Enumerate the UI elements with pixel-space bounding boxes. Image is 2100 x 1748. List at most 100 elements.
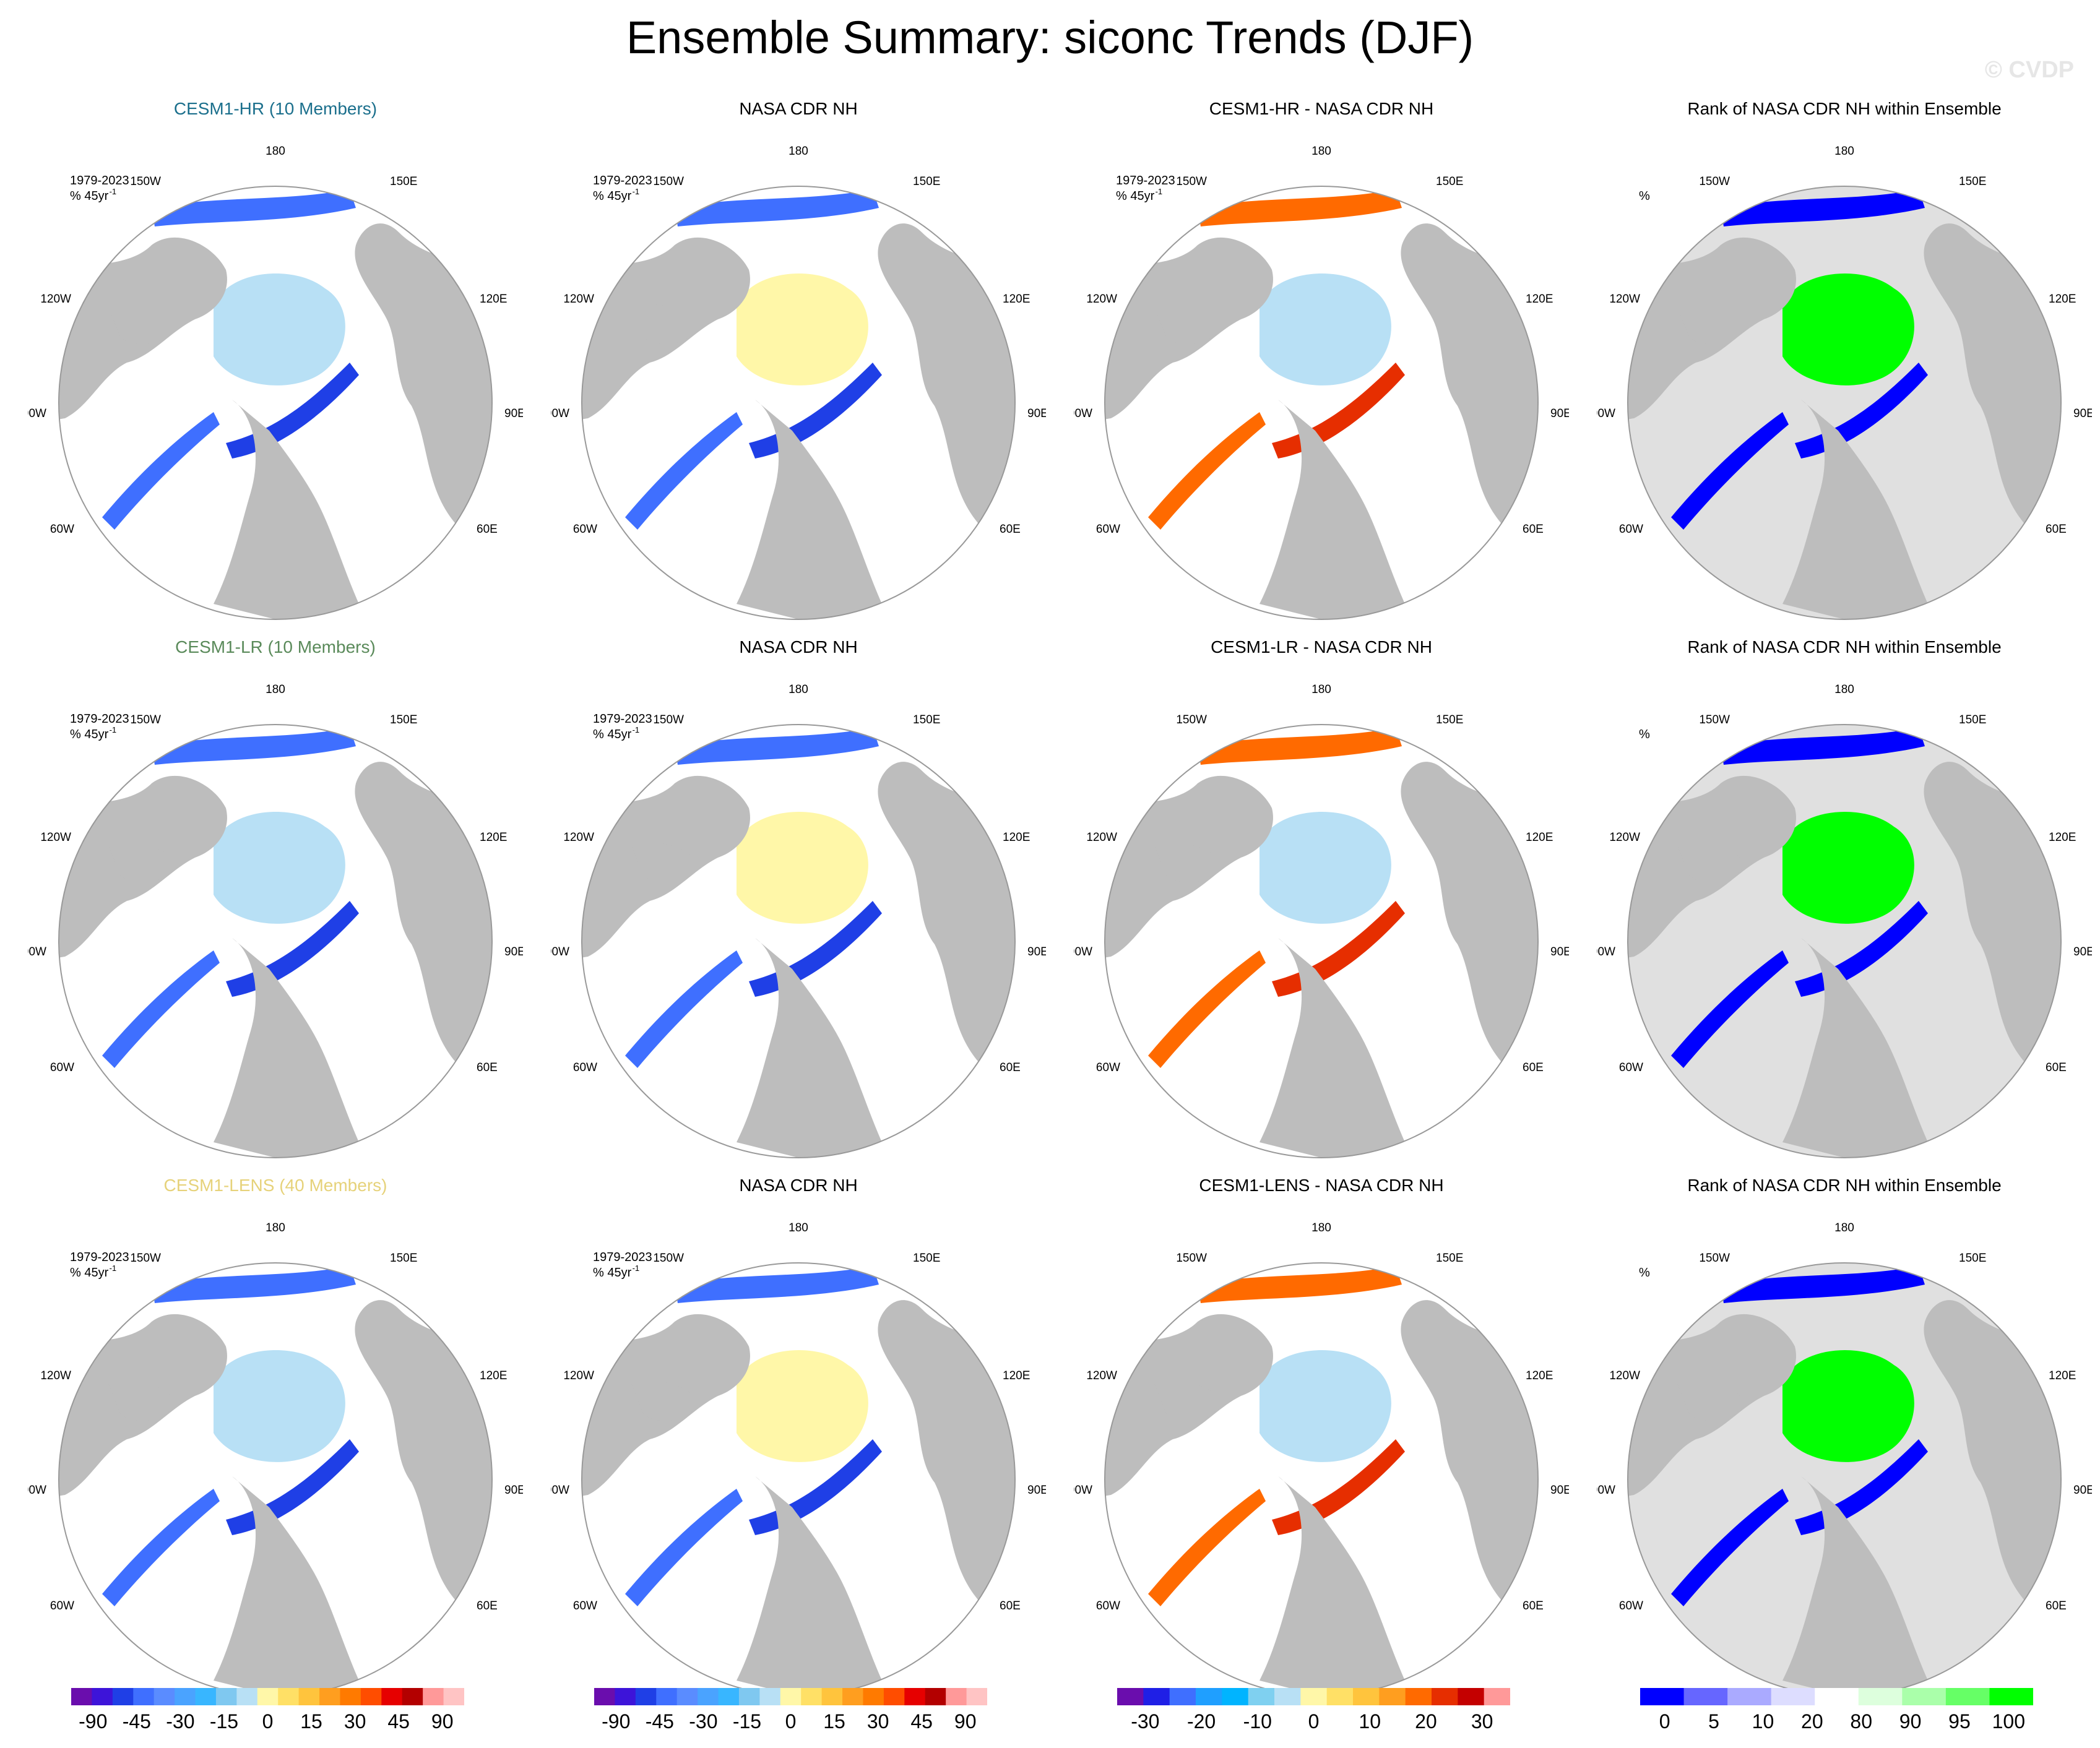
map-boundary (58, 186, 493, 620)
longitude-label: 120E (1526, 1369, 1553, 1382)
colorbar-swatch (738, 1688, 760, 1705)
panel-title: Rank of NASA CDR NH within Ensemble (1687, 637, 2002, 657)
map-panel-r2-c2: NASA CDR NH 180 150W 150E 120W 120E 90W 90E 60W 6… (551, 637, 1046, 1169)
colorbar-swatch (195, 1688, 217, 1705)
longitude-label: 120W (40, 1369, 71, 1382)
pacific-sector-field (1198, 1266, 1402, 1303)
cvdp-watermark: © CVDP (1984, 57, 2074, 83)
pacific-sector-field (1721, 1266, 1925, 1303)
longitude-label: 120E (1003, 293, 1030, 306)
longitude-label: 90W (28, 407, 46, 420)
polar-stereographic-map: 180150W150E120W120E90W90E60W60E30W30E0% (1597, 683, 2092, 1158)
pacific-sector-field (152, 189, 356, 226)
labrador-sea-field (625, 1489, 743, 1606)
longitude-label: 60E (1000, 1061, 1021, 1074)
colorbar-swatch (1300, 1688, 1328, 1705)
longitude-label: 90W (1074, 1484, 1092, 1497)
colorbar-tick-label: 80 (1850, 1710, 1872, 1733)
colorbar-tick-label: -30 (166, 1710, 195, 1733)
canadian-archipelago-land (1677, 843, 1745, 883)
colorbar-swatch (1405, 1688, 1432, 1705)
colorbar-tick-label: 10 (1752, 1710, 1774, 1733)
units-exponent: -1 (1156, 187, 1163, 196)
pacific-sector-field (1198, 728, 1402, 765)
longitude-label: 120W (563, 1369, 594, 1382)
greenland-scandinavia-land (1782, 400, 1943, 619)
period-label: 1979-2023 (70, 174, 129, 187)
map-panel-r1-c1: CESM1-HR (10 Members) 180 150W 150E 120W 120E… (28, 99, 523, 631)
colorbar-swatch (1902, 1688, 1947, 1705)
units-exponent: -1 (110, 1264, 117, 1273)
longitude-label: 120W (1609, 831, 1640, 844)
colorbar-swatch (319, 1688, 340, 1705)
pacific-sector-field (675, 189, 879, 226)
longitude-label: 90E (1027, 945, 1046, 958)
labrador-sea-field (102, 950, 220, 1068)
longitude-label: 90E (1550, 1484, 1569, 1497)
colorbar-swatch (656, 1688, 678, 1705)
longitude-label: 150W (1699, 713, 1730, 726)
longitude-label: 90E (1027, 1484, 1046, 1497)
colorbar-tick-label: 0 (262, 1710, 274, 1733)
polar-stereographic-map: 180150W150E120W120E90W90E60W60E30W30E0% (1597, 1221, 2092, 1697)
arctic-basin-field (1782, 273, 1914, 385)
colorbar-swatch (801, 1688, 823, 1705)
map-boundary (1104, 724, 1539, 1158)
colorbar-swatch (1458, 1688, 1485, 1705)
longitude-label: 180 (1311, 1221, 1331, 1234)
longitude-label: 120W (1086, 293, 1117, 306)
canadian-archipelago-land (108, 843, 176, 883)
colorbar-swatch (759, 1688, 781, 1705)
canadian-archipelago-land (1677, 304, 1745, 345)
map-boundary (1627, 724, 2062, 1158)
colorbar-swatch (153, 1688, 175, 1705)
polar-stereographic-map: 180150W150E120W120E90W90E60W60E30W30E019… (551, 683, 1046, 1158)
longitude-label: 60W (50, 1061, 74, 1074)
arctic-basin-field (737, 1350, 868, 1462)
colorbar-tick-label: -45 (645, 1710, 674, 1733)
colorbar-swatch (1143, 1688, 1170, 1705)
colorbar-swatch (1771, 1688, 1815, 1705)
map-panel-r1-c2: NASA CDR NH 180 150W 150E 120W 120E 90W 90E 60W 6… (551, 99, 1046, 631)
panel-title: CESM1-LENS - NASA CDR NH (1199, 1176, 1444, 1195)
arctic-basin-field (737, 273, 868, 385)
longitude-label: 90E (504, 1484, 523, 1497)
polar-stereographic-map: 180150W150E120W120E90W90E60W60E30W30E0 (1074, 683, 1569, 1158)
longitude-label: 60W (1096, 1599, 1120, 1612)
map-boundary (581, 724, 1016, 1158)
longitude-label: 180 (1311, 145, 1331, 158)
longitude-label: 120E (2049, 831, 2076, 844)
colorbar-tick-label: 15 (300, 1710, 322, 1733)
longitude-label: 150E (1959, 1252, 1986, 1265)
colorbar-swatch (780, 1688, 802, 1705)
colorbar-swatch (381, 1688, 403, 1705)
colorbar-swatch (718, 1688, 740, 1705)
labrador-sea-field (1148, 1489, 1266, 1606)
longitude-label: 60W (1619, 523, 1643, 536)
labrador-sea-field (102, 1489, 220, 1606)
colorbar-swatch (1274, 1688, 1301, 1705)
longitude-label: 60W (1619, 1061, 1643, 1074)
polar-stereographic-map: 180150W150E120W120E90W90E60W60E30W30E019… (28, 145, 523, 620)
units-label: % 45yr (593, 728, 632, 741)
units-label: % 45yr (593, 1266, 632, 1280)
colorbar-tick-label: -15 (732, 1710, 762, 1733)
units-exponent: -1 (633, 1264, 640, 1273)
units-label: % 45yr (70, 1266, 109, 1280)
longitude-label: 60W (573, 523, 597, 536)
longitude-label: 90E (2073, 945, 2092, 958)
longitude-label: 60E (1523, 1599, 1544, 1612)
colorbar-swatch (257, 1688, 279, 1705)
colorbar-trend-obs: -90 -45 -30 -15 0 15 30 45 90 (594, 1688, 1015, 1744)
polar-stereographic-map: 180150W150E120W120E90W90E60W60E30W30E019… (551, 145, 1046, 620)
longitude-label: 120E (1526, 293, 1553, 306)
colorbar-tick-label: 45 (910, 1710, 933, 1733)
colorbar-swatch (1683, 1688, 1728, 1705)
colorbar-tick-label: -30 (689, 1710, 718, 1733)
colorbar-swatch (1989, 1688, 2033, 1705)
units-label: % 45yr (1116, 189, 1155, 203)
longitude-label: 120W (1609, 1369, 1640, 1382)
longitude-label: 150E (390, 713, 417, 726)
arctic-basin-field (737, 812, 868, 924)
longitude-label: 90W (1597, 945, 1615, 958)
